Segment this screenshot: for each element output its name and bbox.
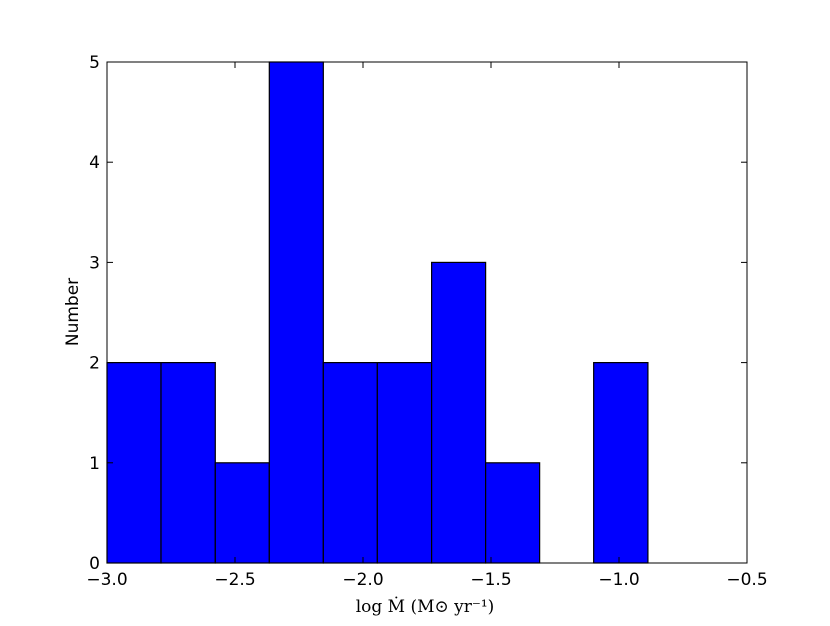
x-tick-label: −1.0 <box>598 570 639 590</box>
y-tick-label: 5 <box>89 53 100 73</box>
bar <box>106 362 162 564</box>
y-tick-label: 1 <box>89 454 100 474</box>
y-tick-label: 2 <box>89 354 100 374</box>
x-tick-label: −1.5 <box>470 570 511 590</box>
bar <box>160 362 216 564</box>
x-tick-label: −0.5 <box>726 570 767 590</box>
x-tick-label: −2.0 <box>342 570 383 590</box>
x-tick-label: −2.5 <box>214 570 255 590</box>
bar <box>322 362 378 564</box>
y-tick-label: 4 <box>89 153 100 173</box>
y-axis-label: Number <box>63 278 83 346</box>
bar <box>376 362 433 564</box>
plot-frame <box>106 61 748 564</box>
x-axis-label: log Ṁ (M⊙ yr⁻¹) <box>356 596 495 617</box>
y-tick-label: 3 <box>89 253 100 273</box>
bar <box>214 462 270 564</box>
x-tick-label: −3.0 <box>86 570 127 590</box>
bar <box>268 61 324 564</box>
bar <box>593 362 649 564</box>
bar <box>485 462 541 564</box>
y-tick-label: 0 <box>89 554 100 574</box>
bar <box>431 261 487 564</box>
